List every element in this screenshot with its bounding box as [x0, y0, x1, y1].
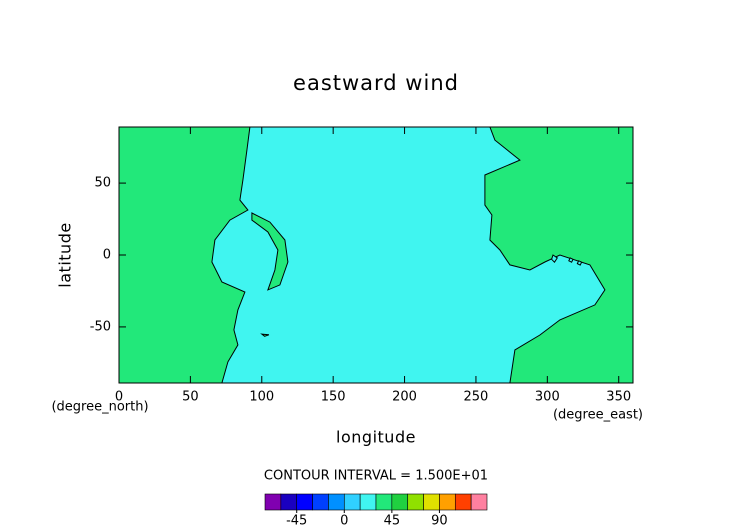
y-tick-label: 0 — [103, 248, 111, 263]
colorbar-tick-label: 45 — [384, 514, 401, 529]
y-unit: (degree_north) — [51, 400, 148, 415]
colorbar-box — [280, 493, 298, 511]
y-axis-label: latitude — [56, 222, 75, 287]
x-unit: (degree_east) — [553, 408, 643, 423]
x-tick-label: 50 — [182, 390, 199, 405]
contour-region — [551, 254, 558, 263]
colorbar-box — [391, 493, 409, 511]
chart-title: eastward wind — [293, 71, 459, 95]
colorbar-tick-label: 90 — [431, 514, 448, 529]
x-tick-label: 100 — [249, 390, 274, 405]
x-tick-label: 300 — [535, 390, 560, 405]
contour-region — [211, 126, 606, 384]
y-tick-label: -50 — [90, 319, 111, 334]
colorbar-box — [296, 493, 313, 511]
y-tick-label: 50 — [94, 176, 111, 191]
x-tick-label: 0 — [115, 390, 123, 405]
contour-region — [576, 260, 583, 266]
contour-region — [251, 212, 289, 291]
colorbar-tick-label: -45 — [286, 514, 307, 529]
colorbar-box — [359, 493, 377, 511]
x-tick-label: 250 — [464, 390, 489, 405]
x-axis-label: longitude — [336, 428, 416, 447]
colorbar-box — [454, 493, 472, 511]
x-tick-label: 350 — [606, 390, 631, 405]
contour-region — [568, 257, 574, 263]
colorbar-box — [312, 493, 329, 511]
colorbar-box — [407, 493, 424, 511]
colorbar-box — [423, 493, 440, 511]
x-tick-label: 200 — [392, 390, 417, 405]
colorbar-box — [375, 493, 393, 511]
colorbar-box — [343, 493, 361, 511]
colorbar-box — [264, 493, 282, 511]
colorbar-box — [439, 493, 456, 511]
colorbar-box — [470, 493, 488, 511]
colorbar-tick-label: 0 — [340, 514, 348, 529]
contour-note: CONTOUR INTERVAL = 1.500E+01 — [264, 469, 488, 484]
colorbar-box — [328, 493, 345, 511]
x-tick-label: 150 — [321, 390, 346, 405]
contour-region — [260, 333, 270, 337]
